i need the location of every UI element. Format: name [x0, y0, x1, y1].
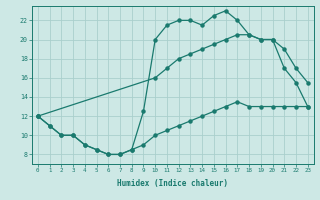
- X-axis label: Humidex (Indice chaleur): Humidex (Indice chaleur): [117, 179, 228, 188]
